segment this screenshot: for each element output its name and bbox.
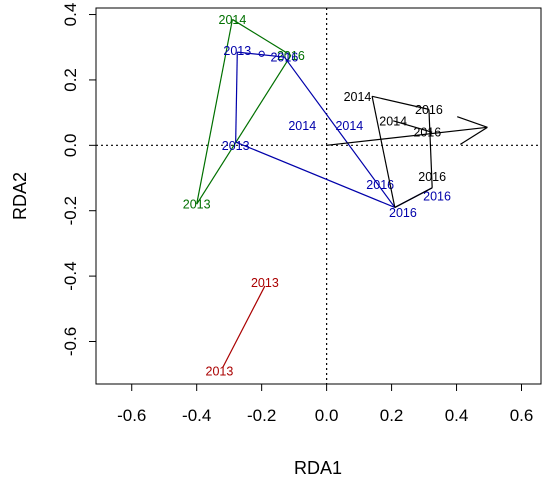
connector-line (371, 95, 430, 110)
point-label: 2016 (270, 51, 298, 65)
connector-line (196, 19, 234, 205)
connector-line (371, 96, 396, 208)
point-label: 2016 (418, 170, 446, 184)
point-label: 2016 (366, 178, 394, 192)
data-point (258, 50, 265, 57)
y-axis-title: RDA2 (10, 172, 30, 220)
y-tick-label: 0.4 (61, 3, 80, 27)
connector-line (196, 55, 292, 205)
y-axis: -0.6 -0.4 -0.2 0.0 0.2 0.4 (61, 3, 97, 356)
arrow-head-lower (457, 116, 488, 128)
x-tick-label: 0.4 (445, 406, 469, 425)
connector-line (222, 285, 266, 368)
connector-line (232, 18, 292, 56)
point-label: 2014 (379, 114, 407, 128)
point-label: 2016 (389, 206, 417, 220)
point-label: 2016 (277, 49, 305, 63)
y-tick-label: -0.6 (61, 327, 80, 356)
site-group-0: 2014 2016 2013 (183, 13, 305, 212)
x-tick-label: 0.2 (380, 406, 404, 425)
connector-line (394, 187, 433, 208)
x-tick-label: -0.6 (117, 406, 146, 425)
x-tick-label: 0.6 (510, 406, 534, 425)
x-axis: -0.6 -0.4 -0.2 0.0 0.2 0.4 0.6 (117, 383, 534, 425)
point-label: 2016 (423, 190, 451, 204)
connector-line (428, 109, 433, 188)
x-axis-title: RDA1 (294, 458, 342, 478)
point-label: 2013 (222, 139, 250, 153)
plot-box (95, 7, 542, 385)
arrow-shaft (326, 126, 488, 146)
site-group-2: 2014 2016 2014 2016 2016 (344, 90, 446, 208)
arrow-head-upper (459, 126, 488, 145)
point-label: 2014 (288, 119, 316, 133)
connector-line (237, 51, 285, 58)
connector-line (235, 141, 396, 208)
y-tick-label: 0.0 (61, 134, 80, 158)
x-tick-label: -0.4 (182, 406, 211, 425)
point-label: 2013 (223, 44, 251, 58)
x-tick-label: 0.0 (315, 406, 339, 425)
point-label: 2014 (344, 90, 372, 104)
point-label: 2014 (219, 13, 247, 27)
point-label: 2016 (413, 126, 441, 140)
connector-line (283, 56, 396, 208)
point-label: 2013 (183, 198, 211, 212)
site-group-3: 2013 2013 (206, 276, 279, 378)
y-tick-label: -0.2 (61, 196, 80, 225)
y-tick-label: -0.4 (61, 261, 80, 290)
point-label: 2016 (415, 103, 443, 117)
point-label: 2013 (206, 364, 234, 378)
x-tick-label: -0.2 (247, 406, 276, 425)
reference-lines (96, 8, 541, 384)
point-label: 2013 (251, 276, 279, 290)
y-tick-label: 0.2 (61, 68, 80, 92)
biplot-arrow (326, 116, 488, 146)
connector-line (235, 52, 238, 143)
connector-line (393, 120, 433, 133)
point-label: 2014 (335, 119, 363, 133)
